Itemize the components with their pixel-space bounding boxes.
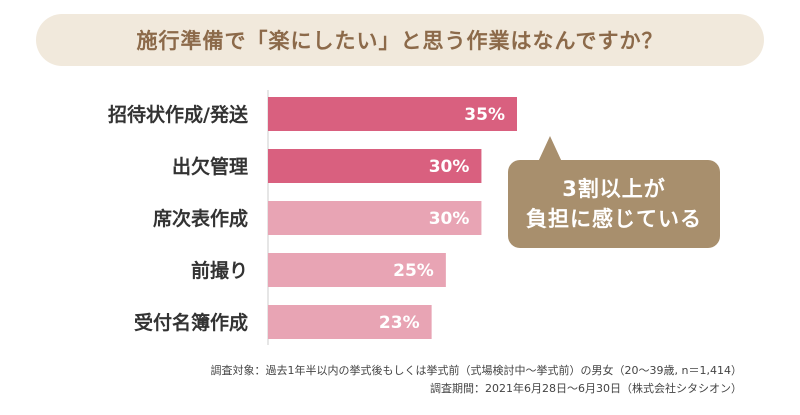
bar xyxy=(268,97,517,131)
category-label: 受付名簿作成 xyxy=(134,311,248,334)
survey-period-note: 調査期間：2021年6月28日～6月30日（株式会社シタシオン） xyxy=(430,382,742,395)
title-banner: 施行準備で「楽にしたい」と思う作業はなんですか？ xyxy=(36,14,764,66)
bar xyxy=(268,305,432,339)
value-label: 25% xyxy=(393,261,434,281)
category-label: 招待状作成/発送 xyxy=(108,103,249,126)
value-label: 30% xyxy=(429,157,470,177)
category-label: 出欠管理 xyxy=(172,155,248,178)
survey-subjects-note: 調査対象：過去1年半以内の挙式後もしくは挙式前（式場検討中～挙式前）の男女（20… xyxy=(210,364,742,377)
bar xyxy=(268,201,482,235)
bar xyxy=(268,149,482,183)
category-label: 席次表作成 xyxy=(153,207,248,230)
bar xyxy=(268,253,446,287)
callout-bubble: 3割以上が 負担に感じている xyxy=(508,136,720,248)
chart-title: 施行準備で「楽にしたい」と思う作業はなんですか？ xyxy=(136,29,664,53)
category-label: 前撮り xyxy=(191,259,248,282)
callout-line2: 負担に感じている xyxy=(526,207,702,231)
callout-line1: 3割以上が xyxy=(562,177,666,201)
value-label: 23% xyxy=(379,313,420,333)
value-label: 30% xyxy=(429,209,470,229)
value-label: 35% xyxy=(464,105,505,125)
